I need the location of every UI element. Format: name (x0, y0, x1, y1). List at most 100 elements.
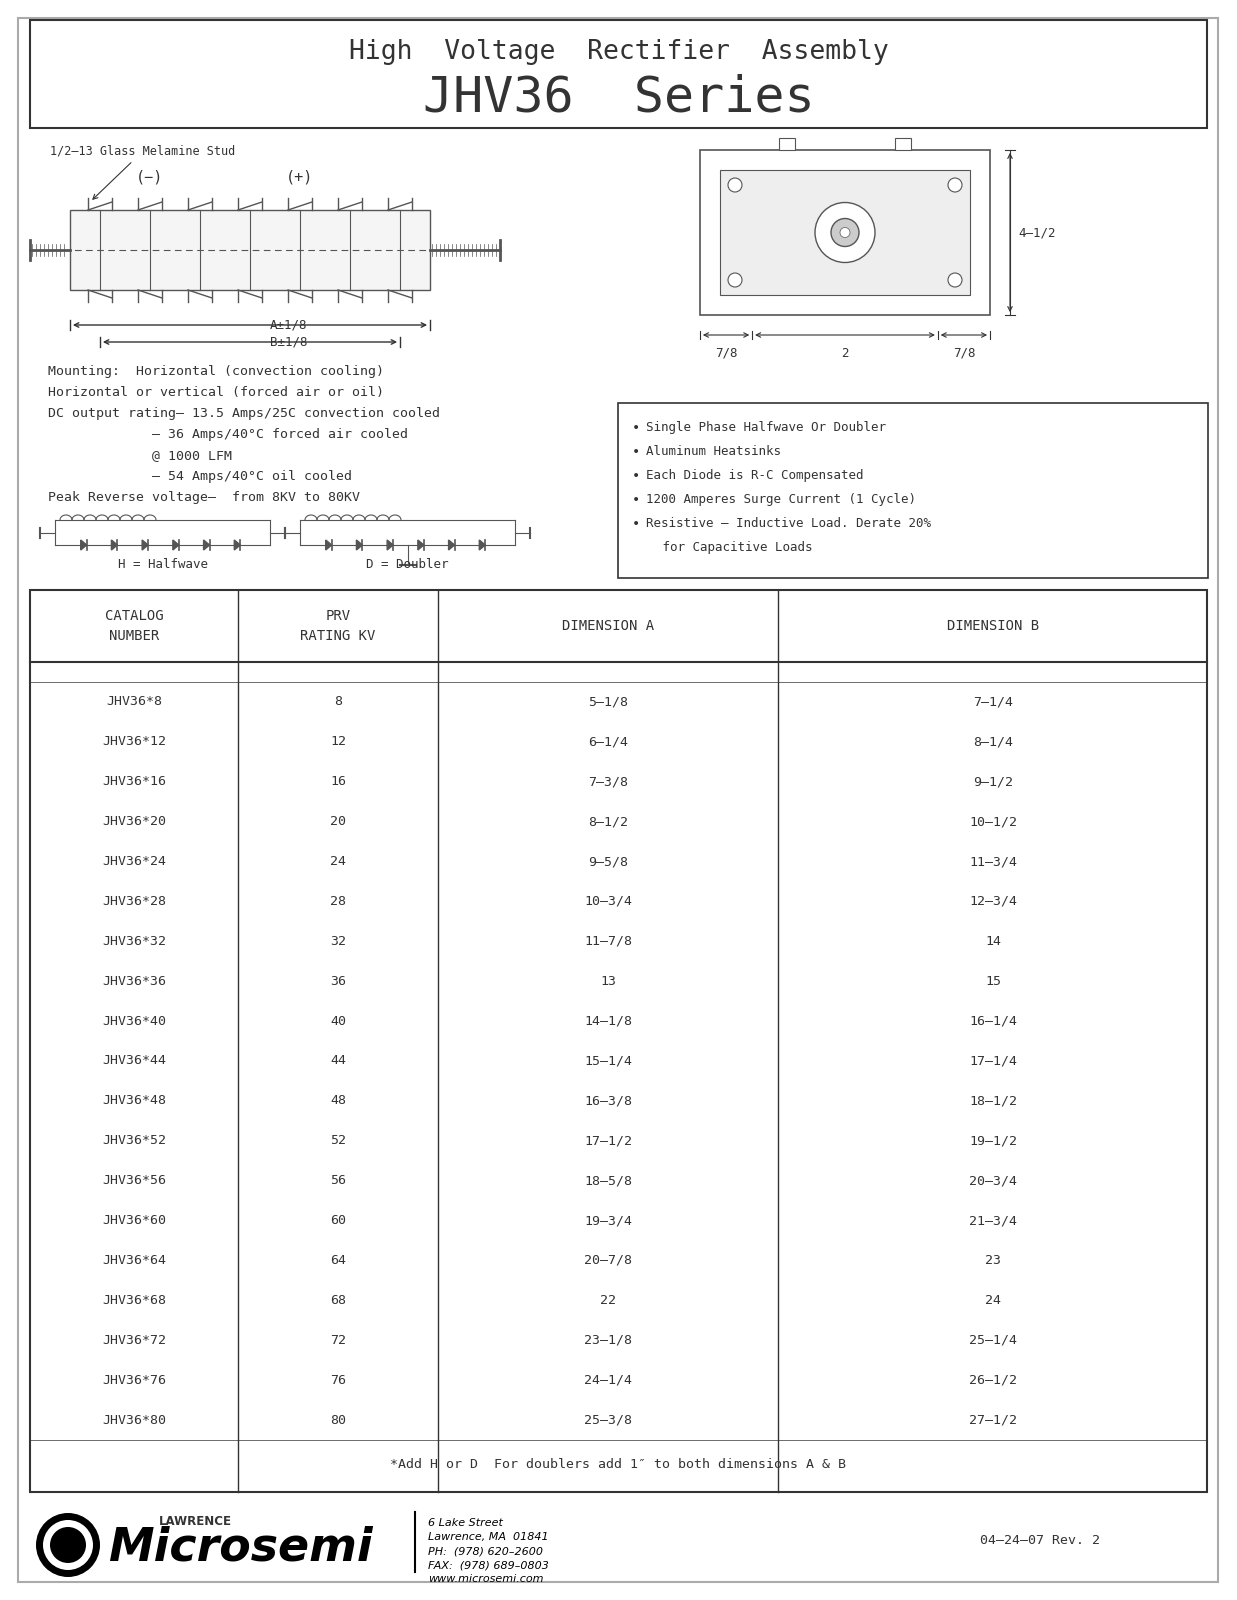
Text: Single Phase Halfwave Or Doubler: Single Phase Halfwave Or Doubler (646, 421, 886, 434)
Text: 6 Lake Street: 6 Lake Street (428, 1518, 503, 1528)
Text: 10–3/4: 10–3/4 (584, 894, 632, 907)
Text: 25–1/4: 25–1/4 (969, 1334, 1017, 1347)
Text: 26–1/2: 26–1/2 (969, 1374, 1017, 1387)
Text: 56: 56 (330, 1174, 346, 1187)
Text: 14: 14 (985, 934, 1001, 947)
Text: 16: 16 (330, 776, 346, 789)
Polygon shape (418, 541, 424, 550)
Text: 44: 44 (330, 1054, 346, 1067)
Bar (30, 19, 1207, 128)
Text: 9–5/8: 9–5/8 (588, 854, 628, 869)
Text: 20–7/8: 20–7/8 (584, 1254, 632, 1267)
Text: Lawrence, MA  01841: Lawrence, MA 01841 (428, 1533, 549, 1542)
Text: 7/8: 7/8 (952, 347, 975, 360)
Text: 15: 15 (985, 974, 1001, 987)
Text: Each Diode is R-C Compensated: Each Diode is R-C Compensated (646, 469, 863, 482)
Bar (30, 590, 1207, 1491)
Text: 24: 24 (985, 1294, 1001, 1307)
Text: JHV36*32: JHV36*32 (101, 934, 166, 947)
Text: 16–1/4: 16–1/4 (969, 1014, 1017, 1027)
Text: 24–1/4: 24–1/4 (584, 1374, 632, 1387)
Text: 17–1/2: 17–1/2 (584, 1134, 632, 1147)
Text: @ 1000 LFM: @ 1000 LFM (48, 450, 233, 462)
Text: Aluminum Heatsinks: Aluminum Heatsinks (646, 445, 781, 458)
Circle shape (729, 178, 742, 192)
Text: 36: 36 (330, 974, 346, 987)
Text: PRV
RATING KV: PRV RATING KV (301, 610, 376, 643)
Bar (896, 138, 910, 150)
Text: Horizontal or vertical (forced air or oil): Horizontal or vertical (forced air or oi… (48, 386, 383, 398)
Text: JHV36*76: JHV36*76 (101, 1374, 166, 1387)
Text: DC output rating– 13.5 Amps/25C convection cooled: DC output rating– 13.5 Amps/25C convecti… (48, 406, 440, 419)
Circle shape (831, 219, 858, 246)
Text: 23–1/8: 23–1/8 (584, 1334, 632, 1347)
Text: 27–1/2: 27–1/2 (969, 1413, 1017, 1427)
Text: 12–3/4: 12–3/4 (969, 894, 1017, 907)
Text: 2: 2 (841, 347, 849, 360)
Text: 19–3/4: 19–3/4 (584, 1214, 632, 1227)
Text: JHV36*52: JHV36*52 (101, 1134, 166, 1147)
Text: •: • (632, 493, 641, 507)
Text: JHV36*48: JHV36*48 (101, 1094, 166, 1107)
Text: JHV36*40: JHV36*40 (101, 1014, 166, 1027)
Text: JHV36*80: JHV36*80 (101, 1413, 166, 1427)
Text: JHV36*56: JHV36*56 (101, 1174, 166, 1187)
Text: DIMENSION A: DIMENSION A (562, 619, 654, 634)
Text: 24: 24 (330, 854, 346, 869)
Polygon shape (142, 541, 148, 550)
Bar (71, 210, 430, 290)
Polygon shape (356, 541, 362, 550)
Text: •: • (632, 469, 641, 483)
Text: JHV36*44: JHV36*44 (101, 1054, 166, 1067)
Text: JHV36*28: JHV36*28 (101, 894, 166, 907)
Text: JHV36*72: JHV36*72 (101, 1334, 166, 1347)
Polygon shape (479, 541, 485, 550)
Text: A±1/8: A±1/8 (270, 318, 308, 331)
Polygon shape (111, 541, 118, 550)
Text: 8–1/4: 8–1/4 (974, 736, 1013, 749)
Text: 18–5/8: 18–5/8 (584, 1174, 632, 1187)
Circle shape (840, 227, 850, 237)
Text: 23: 23 (985, 1254, 1001, 1267)
Text: *Add H or D  For doublers add 1″ to both dimensions A & B: *Add H or D For doublers add 1″ to both … (391, 1458, 846, 1470)
Text: 12: 12 (330, 736, 346, 749)
Polygon shape (80, 541, 87, 550)
Bar (720, 170, 970, 294)
Circle shape (49, 1526, 87, 1563)
Text: 72: 72 (330, 1334, 346, 1347)
Text: •: • (632, 517, 641, 531)
Text: •: • (632, 445, 641, 459)
Text: JHV36*64: JHV36*64 (101, 1254, 166, 1267)
Text: 15–1/4: 15–1/4 (584, 1054, 632, 1067)
Text: H = Halfwave: H = Halfwave (118, 558, 208, 571)
Polygon shape (173, 541, 179, 550)
Text: 11–3/4: 11–3/4 (969, 854, 1017, 869)
Text: 48: 48 (330, 1094, 346, 1107)
Text: PH:  (978) 620–2600: PH: (978) 620–2600 (428, 1546, 543, 1555)
Text: 68: 68 (330, 1294, 346, 1307)
Text: Peak Reverse voltage–  from 8KV to 80KV: Peak Reverse voltage– from 8KV to 80KV (48, 491, 360, 504)
Text: 1200 Amperes Surge Current (1 Cycle): 1200 Amperes Surge Current (1 Cycle) (646, 493, 917, 506)
Text: LAWRENCE: LAWRENCE (158, 1515, 231, 1528)
Text: www.microsemi.com: www.microsemi.com (428, 1574, 543, 1584)
Text: 1/2–13 Glass Melamine Stud: 1/2–13 Glass Melamine Stud (49, 146, 235, 200)
Polygon shape (325, 541, 332, 550)
Text: 13: 13 (600, 974, 616, 987)
Text: 16–3/8: 16–3/8 (584, 1094, 632, 1107)
Text: 64: 64 (330, 1254, 346, 1267)
Text: 5–1/8: 5–1/8 (588, 696, 628, 709)
Polygon shape (204, 541, 209, 550)
Text: (+): (+) (286, 170, 314, 186)
Text: 4–1/2: 4–1/2 (1018, 226, 1055, 238)
Text: 20: 20 (330, 814, 346, 829)
Text: JHV36*12: JHV36*12 (101, 736, 166, 749)
Text: 32: 32 (330, 934, 346, 947)
Text: – 54 Amps/40°C oil cooled: – 54 Amps/40°C oil cooled (48, 470, 353, 483)
Bar (779, 138, 795, 150)
Polygon shape (449, 541, 454, 550)
Text: – 36 Amps/40°C forced air cooled: – 36 Amps/40°C forced air cooled (48, 427, 408, 442)
Bar (618, 403, 1209, 578)
Text: D = Doubler: D = Doubler (366, 558, 449, 571)
Text: 25–3/8: 25–3/8 (584, 1413, 632, 1427)
Text: JHV36*36: JHV36*36 (101, 974, 166, 987)
